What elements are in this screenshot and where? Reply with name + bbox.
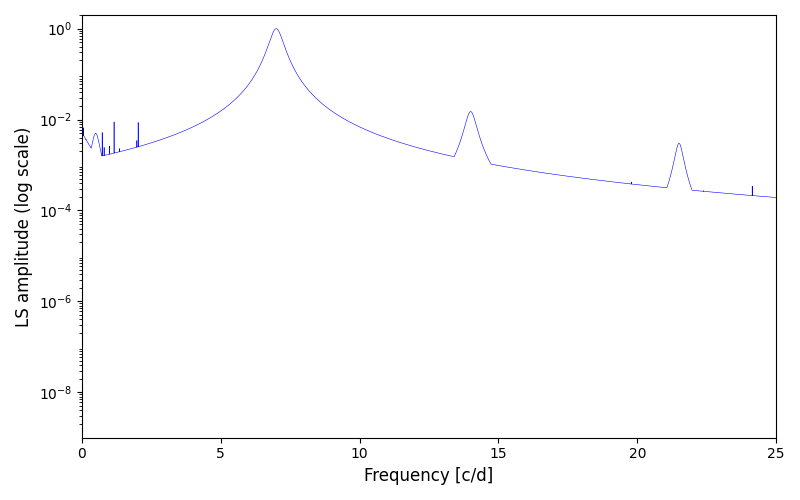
X-axis label: Frequency [c/d]: Frequency [c/d] (364, 467, 494, 485)
Y-axis label: LS amplitude (log scale): LS amplitude (log scale) (15, 126, 33, 326)
